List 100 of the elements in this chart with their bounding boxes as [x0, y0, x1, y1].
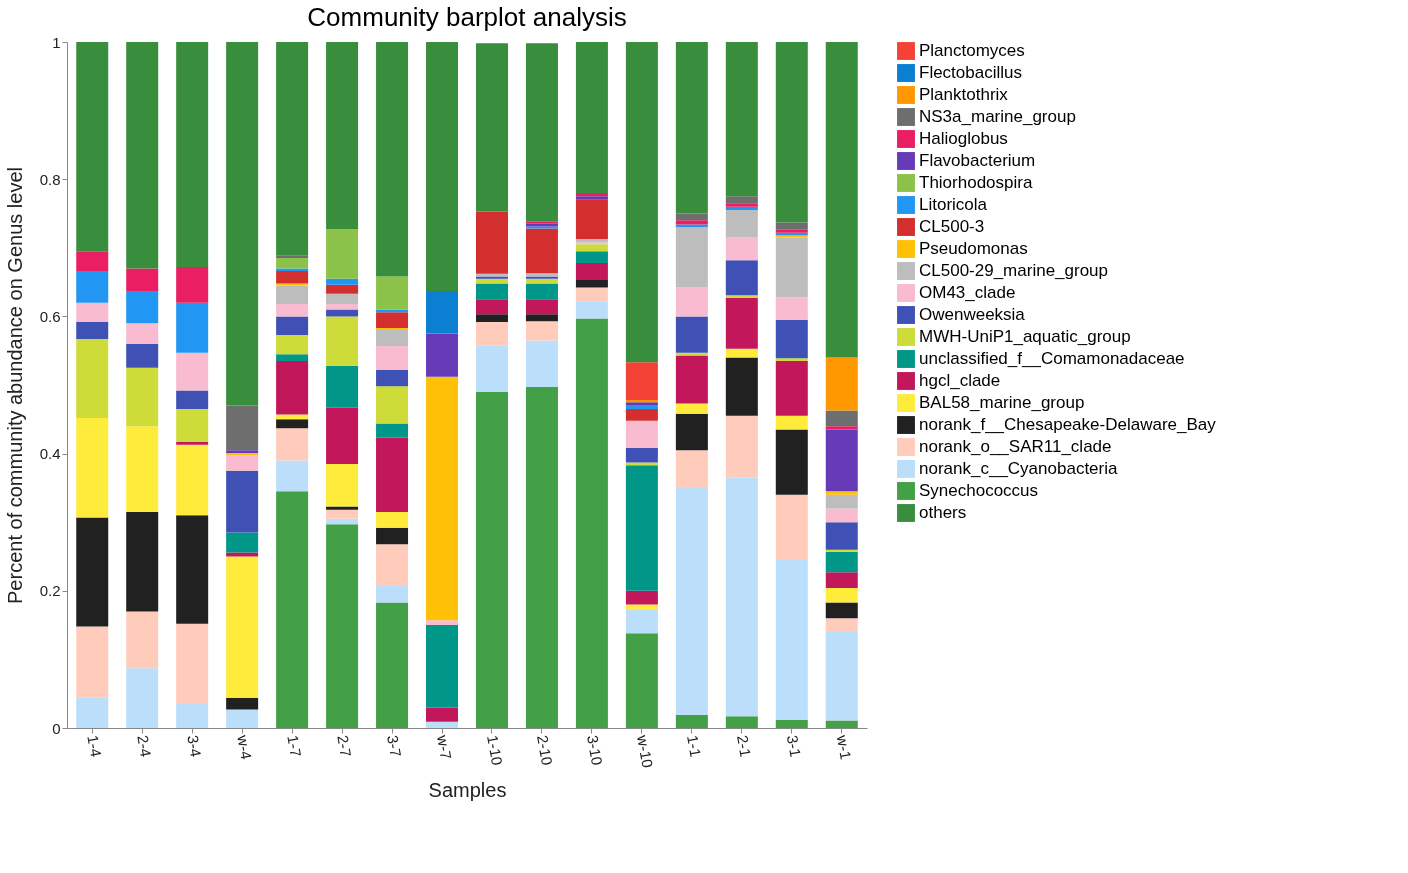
- bar: [675, 487, 708, 715]
- bar: [376, 328, 409, 331]
- bar: [625, 362, 658, 401]
- bar: [675, 714, 708, 728]
- bar: [326, 365, 359, 408]
- bar: [126, 367, 159, 427]
- bar: [825, 508, 858, 523]
- bar: [575, 318, 608, 728]
- legend-label: Thiorhodospira: [919, 173, 1033, 192]
- bar: [525, 283, 558, 300]
- legend-label: norank_c__Cyanobacteria: [919, 459, 1119, 478]
- bar: [176, 352, 209, 391]
- x-axis-title: Samples: [428, 778, 507, 801]
- bar: [276, 271, 309, 284]
- bar: [426, 376, 459, 621]
- bar: [226, 552, 259, 557]
- bar: [625, 633, 658, 728]
- x-tick-label: w-7: [433, 732, 456, 761]
- bar: [76, 339, 109, 418]
- bar: [725, 42, 758, 197]
- x-tick-label: 1-10: [484, 733, 507, 767]
- bar: [126, 343, 159, 368]
- legend-label: others: [919, 503, 967, 522]
- legend-label: OM43_clade: [919, 283, 1016, 302]
- bar: [775, 358, 808, 361]
- bar: [825, 588, 858, 603]
- legend-label: norank_f__Chesapeake-Delaware_Bay: [919, 415, 1217, 434]
- bar: [176, 703, 209, 728]
- bar: [525, 340, 558, 388]
- bar: [475, 299, 508, 315]
- legend-label: CL500-3: [919, 217, 985, 236]
- bar: [525, 387, 558, 728]
- legend-label: Litoricola: [919, 195, 988, 214]
- bar: [426, 291, 459, 334]
- bar: [825, 549, 858, 552]
- bar: [326, 506, 359, 510]
- bar: [575, 244, 608, 252]
- x-tick-label: 2-1: [733, 733, 755, 759]
- bar: [326, 509, 359, 519]
- bar: [825, 491, 858, 495]
- bar: [276, 334, 309, 355]
- bar: [276, 268, 309, 272]
- bar: [775, 319, 808, 359]
- bar: [725, 297, 758, 349]
- bar: [126, 291, 159, 324]
- legend-label: BAL58_marine_group: [919, 393, 1085, 412]
- bar: [326, 42, 359, 230]
- y-tick-label: 0: [52, 719, 61, 737]
- bar: [226, 532, 259, 553]
- bar: [176, 515, 209, 624]
- bar: [376, 345, 409, 370]
- bar: [276, 419, 309, 429]
- legend-label: Synechococcus: [919, 481, 1039, 500]
- bar: [276, 414, 309, 420]
- bar: [625, 404, 658, 410]
- bar: [276, 258, 309, 269]
- legend-label: Planktothrix: [919, 85, 1009, 104]
- x-tick-label: 3-4: [184, 733, 205, 759]
- bar: [326, 293, 359, 305]
- x-tick-label: 1-1: [683, 733, 705, 759]
- bar: [825, 494, 858, 509]
- bar: [126, 611, 159, 669]
- bar: [475, 345, 508, 392]
- bar: [575, 42, 608, 193]
- bar: [575, 251, 608, 263]
- bar: [725, 196, 758, 204]
- bar: [625, 409, 658, 421]
- y-axis-title: Percent of community abundance on Genus level: [3, 167, 26, 604]
- bar: [525, 228, 558, 274]
- legend-label: NS3a_marine_group: [919, 107, 1076, 126]
- bar: [126, 426, 159, 512]
- y-tick-label: 0.2: [39, 582, 61, 600]
- bar: [176, 42, 209, 268]
- bar: [326, 407, 359, 464]
- bar: [625, 610, 658, 634]
- bar: [625, 448, 658, 463]
- bar: [825, 572, 858, 589]
- bar: [625, 604, 658, 611]
- bar: [675, 450, 708, 488]
- bar: [326, 463, 359, 507]
- bar: [276, 255, 309, 259]
- legend-label: norank_o__SAR11_clade: [919, 437, 1112, 456]
- y-tick-label: 0.4: [39, 445, 61, 463]
- bar: [475, 391, 508, 728]
- bar: [126, 511, 159, 612]
- bar: [226, 709, 259, 728]
- bar: [575, 262, 608, 281]
- bar: [825, 631, 858, 721]
- bar: [226, 697, 259, 710]
- bar: [825, 410, 858, 427]
- bar: [276, 42, 309, 256]
- bar: [825, 357, 858, 411]
- bar: [625, 420, 658, 449]
- bar: [775, 360, 808, 416]
- bar: [76, 697, 109, 728]
- x-tick-label: 2-7: [334, 733, 355, 759]
- bar: [276, 360, 309, 415]
- x-tick-label: w-10: [633, 732, 657, 769]
- bar: [76, 417, 109, 518]
- bar: [376, 423, 409, 438]
